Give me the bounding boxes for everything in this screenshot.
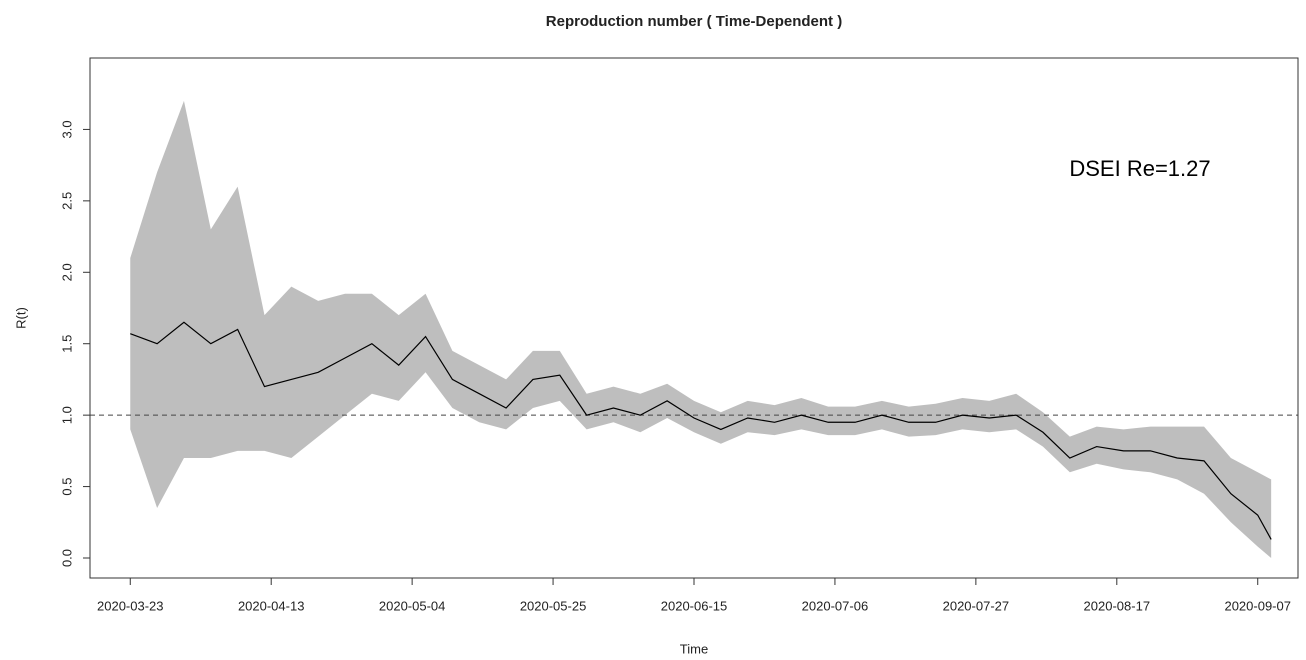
y-tick-label: 2.5 [59,192,74,210]
chart-title: Reproduction number ( Time-Dependent ) [546,13,842,30]
r-line [130,321,1272,540]
confidence-band [130,100,1272,558]
x-tick-label: 2020-07-27 [943,598,1010,613]
x-tick-label: 2020-04-13 [238,598,305,613]
annotation: DSEI Re=1.27 [1069,156,1210,181]
x-tick-label: 2020-05-25 [520,598,587,613]
y-tick-label: 2.0 [59,263,74,281]
x-tick-label: 2020-03-23 [97,598,164,613]
y-tick-label: 1.5 [59,335,74,353]
x-tick-label: 2020-09-07 [1224,598,1291,613]
y-tick-label: 1.0 [59,406,74,424]
y-axis-label: R(t) [13,307,28,329]
x-tick-label: 2020-06-15 [661,598,728,613]
y-tick-label: 0.5 [59,478,74,496]
y-tick-label: 0.0 [59,549,74,567]
x-tick-label: 2020-07-06 [802,598,869,613]
y-tick-label: 3.0 [59,120,74,138]
x-tick-label: 2020-05-04 [379,598,446,613]
x-tick-label: 2020-08-17 [1084,598,1151,613]
x-axis-label: Time [680,641,708,656]
